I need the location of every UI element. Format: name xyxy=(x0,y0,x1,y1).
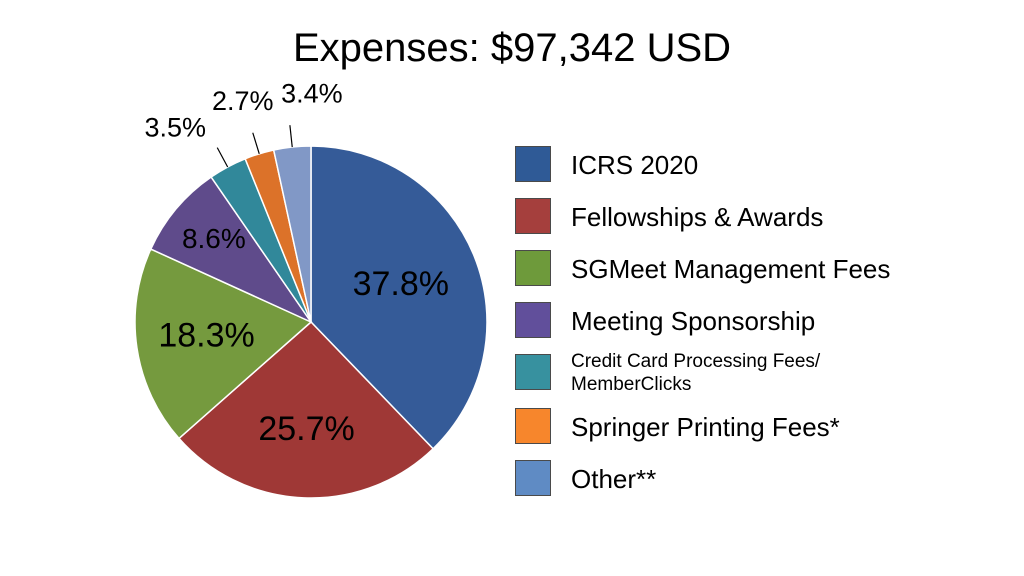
legend-label: Meeting Sponsorship xyxy=(571,306,816,336)
pie-slice xyxy=(134,248,313,440)
legend-swatch xyxy=(515,146,551,182)
legend-swatch xyxy=(515,198,551,234)
legend-swatch xyxy=(515,408,551,444)
slice-value-label: 3.4% xyxy=(281,78,343,108)
legend-item-other: Other** xyxy=(515,460,1015,498)
leader-line xyxy=(216,147,229,168)
pie-slices xyxy=(134,145,488,499)
pie-value-labels: 37.8% 25.7% 18.3% 8.6% 3.5%2.7% 3.4% xyxy=(144,78,449,448)
legend-item-fellowships-awards: Fellowships & Awards xyxy=(515,198,1015,236)
legend-item-sgmeet-management-fees: SGMeet Management Fees xyxy=(515,250,1015,288)
slice-value-label: 18.3% xyxy=(158,317,254,355)
legend-swatch xyxy=(515,460,551,496)
legend-label: SGMeet Management Fees xyxy=(571,254,891,284)
legend-item-credit-card-processing-fees: Credit Card Processing Fees/ MemberClick… xyxy=(515,351,1015,395)
leader-line xyxy=(289,125,293,148)
pie-slice xyxy=(310,145,488,450)
legend-swatch xyxy=(515,250,551,286)
slice-value-label: 8.6% xyxy=(182,223,246,254)
legend-label: Credit Card Processing Fees/ MemberClick… xyxy=(571,351,821,395)
legend-label: Other** xyxy=(571,464,657,494)
legend-label: Springer Printing Fees* xyxy=(571,412,840,442)
legend-label: ICRS 2020 xyxy=(571,150,699,180)
pie-slice xyxy=(177,320,435,499)
legend-item-meeting-sponsorship: Meeting Sponsorship xyxy=(515,302,1015,340)
legend-item-springer-printing-fees: Springer Printing Fees* xyxy=(515,408,1015,446)
slice-value-label: 2.7% xyxy=(212,86,274,116)
leader-line xyxy=(252,132,260,154)
legend-swatch xyxy=(515,302,551,338)
slice-value-label: 25.7% xyxy=(258,410,354,448)
legend-swatch xyxy=(515,354,551,390)
legend-label: Fellowships & Awards xyxy=(571,202,824,232)
slice-value-label: 3.5% xyxy=(144,113,206,143)
legend-item-icrs-2020: ICRS 2020 xyxy=(515,146,1015,184)
pie-slice xyxy=(272,145,312,323)
chart-title: Expenses: $97,342 USD xyxy=(292,26,732,70)
slice-value-label: 37.8% xyxy=(353,265,449,303)
pie-slice xyxy=(149,176,314,324)
pie-leader-lines xyxy=(216,125,293,168)
